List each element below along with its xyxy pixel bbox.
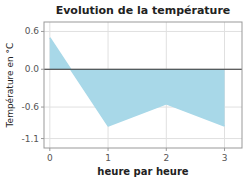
tick-y <box>41 31 44 32</box>
tick-label-x: 3 <box>222 153 228 163</box>
x-axis-label: heure par heure <box>97 166 188 177</box>
tick-x <box>224 148 225 151</box>
tick-label-y: 0.6 <box>25 26 40 36</box>
grid-line-y <box>44 138 242 139</box>
tick-x <box>108 148 109 151</box>
plot-frame <box>44 22 242 148</box>
tick-label-y: -1.1 <box>21 134 39 144</box>
tick-label-x: 0 <box>47 153 53 163</box>
tick-label-x: 2 <box>163 153 169 163</box>
marks <box>44 38 242 126</box>
tick-label-y: 0.0 <box>25 64 40 74</box>
plot-background <box>44 22 242 148</box>
tick-label-x: 1 <box>105 153 111 163</box>
area-outline <box>50 38 225 126</box>
grid-line-y <box>44 31 242 32</box>
title: Evolution de la température <box>56 4 231 17</box>
tick-y <box>41 69 44 70</box>
chart-svg: -1.1 -0.6 0.0 0.6 0 1 2 3 Evolution de la tempér… <box>0 0 250 188</box>
grid <box>44 22 242 148</box>
tick-y <box>41 107 44 108</box>
tick-label-y: -0.6 <box>21 102 39 112</box>
chart-container: -1.1 -0.6 0.0 0.6 0 1 2 3 Evolution de la tempér… <box>0 0 250 188</box>
grid-line-y <box>44 69 242 70</box>
tick-y <box>41 138 44 139</box>
y-axis-label: Température en °C <box>5 43 15 129</box>
tick-x <box>166 148 167 151</box>
tick-x <box>49 148 50 151</box>
area <box>50 38 225 126</box>
zero-line <box>44 69 242 70</box>
